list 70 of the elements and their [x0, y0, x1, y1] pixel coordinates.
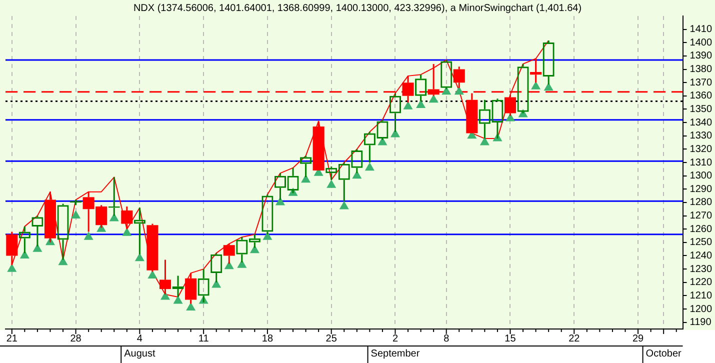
x-tick-label: October	[646, 348, 682, 360]
y-tick-label: 1210	[690, 290, 712, 302]
candlestick	[44, 191, 56, 244]
y-tick-label: 1240	[690, 250, 712, 262]
point	[365, 162, 374, 171]
point	[416, 100, 426, 108]
x-tick-label: 8	[444, 333, 450, 344]
x-tick-label: 11	[198, 333, 210, 344]
point	[429, 94, 438, 103]
x-tick-label: 2 September	[370, 333, 420, 360]
point	[148, 270, 157, 278]
point	[326, 180, 336, 188]
point	[7, 264, 16, 272]
x-tick-label: 4 August	[124, 333, 156, 360]
y-tick-label: 1280	[690, 197, 712, 208]
x-tick-label: 25	[326, 333, 338, 344]
point	[544, 82, 553, 91]
point	[250, 245, 260, 254]
point	[58, 257, 68, 266]
point	[160, 292, 170, 300]
point	[378, 138, 387, 146]
x-tick-label: 22	[568, 333, 580, 344]
y-tick-label: 1190	[690, 317, 712, 328]
x-tick-label: 28	[70, 333, 82, 344]
y-tick-label: 1260	[690, 224, 712, 235]
point	[174, 296, 182, 304]
y-tick-label: 1310	[690, 157, 712, 168]
y-tick-label: 1290	[690, 184, 712, 195]
y-tick-label: 1320	[690, 144, 712, 155]
point	[224, 261, 234, 270]
point	[122, 228, 132, 236]
point	[263, 232, 272, 240]
y-tick-label: 1400	[690, 37, 712, 48]
point	[340, 201, 349, 210]
point	[212, 280, 221, 288]
point	[301, 174, 310, 183]
point	[404, 102, 412, 110]
point	[71, 210, 80, 219]
y-tick-label: 1270	[690, 210, 712, 222]
y-tick-label: 1410	[690, 24, 712, 36]
x-tick-label: 29	[632, 333, 644, 344]
point	[454, 86, 464, 95]
point	[390, 130, 400, 138]
y-tick-label: 1370	[690, 77, 712, 88]
y-tick-label: 1330	[690, 130, 712, 142]
point	[84, 232, 93, 240]
y-tick-label: 1220	[690, 277, 712, 288]
y-tick-label: 1380	[690, 64, 712, 76]
point	[518, 110, 528, 118]
point	[238, 260, 246, 268]
y-tick-label: 1250	[690, 237, 712, 248]
x-tick-label: 18	[262, 333, 274, 344]
point	[506, 114, 515, 122]
y-tick-label: 1340	[690, 117, 712, 128]
point	[135, 253, 144, 262]
point	[186, 302, 196, 310]
x-tick-label: 21	[6, 333, 18, 344]
point	[33, 244, 42, 252]
point	[480, 138, 490, 146]
y-tick-label: 1300	[690, 170, 712, 182]
y-tick-label: 1200	[690, 304, 712, 315]
y-tick-label: 1360	[690, 90, 712, 102]
point	[352, 170, 362, 179]
point	[20, 250, 30, 258]
y-tick-label: 1230	[690, 264, 712, 275]
x-tick-label: 15	[504, 333, 516, 344]
y-tick-label: 1350	[690, 104, 712, 115]
chart-title: NDX (1374.56006, 1401.64001, 1368.60999, 1400.13000, 423.32996), a MinorSwingchart (1,401.64)	[133, 2, 582, 14]
point	[531, 82, 540, 90]
y-tick-label: 1390	[690, 50, 712, 62]
